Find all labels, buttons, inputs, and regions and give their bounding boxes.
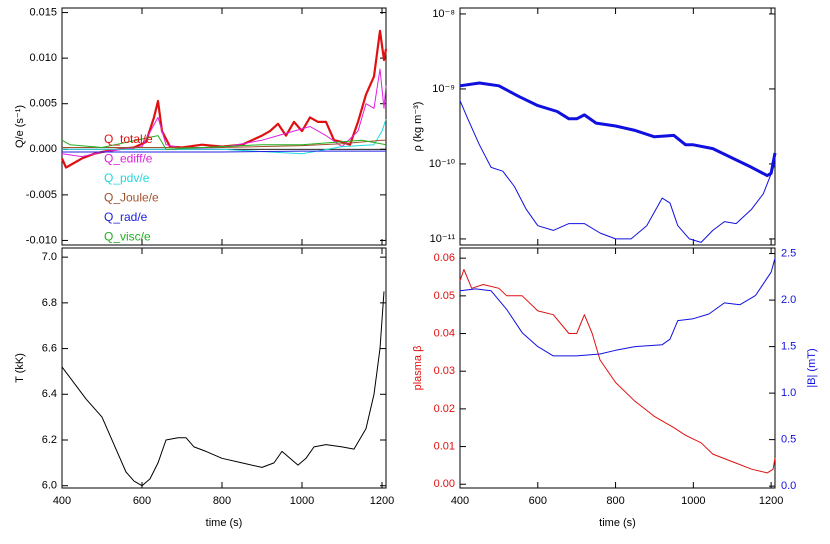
- y-tick-label: 0.000: [29, 143, 57, 155]
- y-tick-label: 0.015: [29, 6, 57, 18]
- x-tick-label: 600: [529, 495, 547, 507]
- x-tick-label: 400: [53, 495, 71, 507]
- y-tick-label: 0.04: [434, 327, 455, 339]
- legend-entry: Q_rad/e: [104, 210, 148, 224]
- legend-entry: Q_pdv/e: [104, 171, 150, 185]
- y-tick-label: 0.02: [434, 403, 455, 415]
- y-tick-label: -0.010: [26, 234, 57, 246]
- y-tick-label: 6.8: [42, 297, 57, 309]
- y-tick-label: 6.0: [42, 480, 57, 492]
- series-line: [459, 100, 776, 243]
- legend-entry: Q_total/e: [104, 132, 153, 146]
- y-axis-label: Q/e (s⁻¹): [14, 105, 26, 148]
- x-tick-label: 400: [451, 495, 469, 507]
- plot-frame: [61, 7, 387, 246]
- y-tick-label: 0.06: [434, 252, 455, 264]
- plot-frame: [459, 7, 776, 246]
- legend-entry: Q_ediff/e: [104, 152, 153, 166]
- series-line: [62, 119, 387, 155]
- y-tick-label: 10⁻¹¹: [430, 233, 456, 245]
- y2-tick-label: 2.0: [781, 294, 796, 306]
- series-line: [62, 139, 386, 148]
- y-tick-label: 0.005: [29, 98, 57, 110]
- y-tick-label: 0.03: [434, 365, 455, 377]
- y-tick-label: 0.01: [434, 440, 455, 452]
- series-line: [459, 81, 777, 178]
- x-tick-label: 800: [213, 495, 231, 507]
- y2-tick-label: 1.5: [781, 341, 796, 353]
- plot-frame: [459, 247, 776, 489]
- y-tick-label: 10⁻¹⁰: [429, 158, 456, 170]
- series-line: [61, 135, 387, 150]
- y2-tick-label: 2.5: [781, 247, 796, 259]
- y-tick-label: 6.6: [42, 342, 57, 354]
- legend-entry: Q_visc/e: [104, 230, 151, 244]
- series-line: [62, 150, 386, 153]
- plot-frame: [61, 247, 387, 489]
- legend-entry: Q_Joule/e: [104, 191, 159, 205]
- x-tick-label: 1000: [681, 495, 705, 507]
- series-line: [459, 269, 776, 474]
- y-tick-label: -0.005: [26, 189, 57, 201]
- x-tick-label: 600: [133, 495, 151, 507]
- y-tick-label: 6.4: [42, 388, 57, 400]
- y2-tick-label: 1.0: [781, 387, 796, 399]
- y-tick-label: 7.0: [42, 251, 57, 263]
- y2-axis-label: |B| (mT): [806, 348, 818, 387]
- x-tick-label: 1000: [290, 495, 314, 507]
- series-line: [61, 68, 387, 158]
- y-tick-label: 10⁻⁹: [432, 83, 455, 95]
- y-tick-label: 6.2: [42, 434, 57, 446]
- series-line: [61, 291, 385, 487]
- x-tick-label: 800: [606, 495, 624, 507]
- y-axis-label: T (kK): [14, 353, 26, 383]
- y-axis-label: ρ (kg m⁻³): [412, 102, 424, 152]
- series-line: [459, 258, 776, 357]
- y-tick-label: 0.010: [29, 52, 57, 64]
- y-tick-label: 0.00: [434, 478, 455, 490]
- x-tick-label: 1200: [759, 495, 783, 507]
- y2-tick-label: 0.5: [781, 434, 796, 446]
- y-axis-label: plasma β: [412, 346, 424, 391]
- y-tick-label: 0.05: [434, 290, 455, 302]
- x-axis-label: time (s): [206, 517, 243, 529]
- x-axis-label: time (s): [599, 517, 636, 529]
- x-tick-label: 1200: [370, 495, 394, 507]
- y-tick-label: 10⁻⁸: [432, 8, 455, 20]
- y2-tick-label: 0.0: [781, 480, 796, 492]
